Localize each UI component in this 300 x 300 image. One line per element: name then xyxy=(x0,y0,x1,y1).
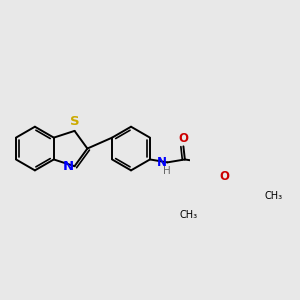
Text: O: O xyxy=(178,131,188,145)
Text: CH₃: CH₃ xyxy=(264,191,282,201)
Text: O: O xyxy=(220,170,230,183)
Text: N: N xyxy=(63,160,74,173)
Text: S: S xyxy=(70,115,80,128)
Text: H: H xyxy=(163,167,170,176)
Text: CH₃: CH₃ xyxy=(180,210,198,220)
Text: N: N xyxy=(157,155,167,169)
